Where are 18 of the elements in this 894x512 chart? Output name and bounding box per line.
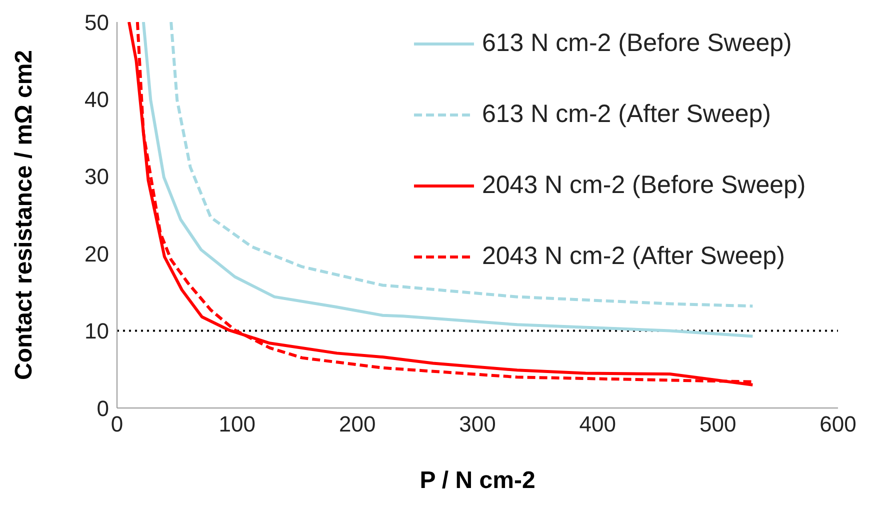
y-tick-label: 20 (84, 241, 109, 266)
x-tick-label: 500 (699, 412, 736, 437)
legend-label: 613 N cm-2 (Before Sweep) (482, 29, 792, 58)
x-axis-title: P / N cm-2 (420, 467, 536, 494)
y-axis-title: Contact resistance / mΩ cm2 (10, 50, 38, 380)
y-tick-label: 50 (84, 10, 109, 35)
y-tick-label: 10 (84, 318, 109, 344)
y-tick-label: 40 (84, 87, 109, 112)
x-tick-label: 600 (820, 412, 856, 437)
y-tick-label: 0 (96, 396, 109, 421)
legend-label: 2043 N cm-2 (Before Sweep) (482, 171, 806, 200)
x-tick-label: 200 (338, 412, 376, 437)
x-tick-label: 100 (218, 412, 256, 437)
legend-label: 2043 N cm-2 (After Sweep) (482, 242, 785, 271)
x-tick-label: 300 (459, 412, 496, 437)
x-tick-label: 400 (579, 412, 616, 437)
y-tick-label: 30 (84, 164, 109, 190)
legend-label: 613 N cm-2 (After Sweep) (482, 100, 771, 129)
